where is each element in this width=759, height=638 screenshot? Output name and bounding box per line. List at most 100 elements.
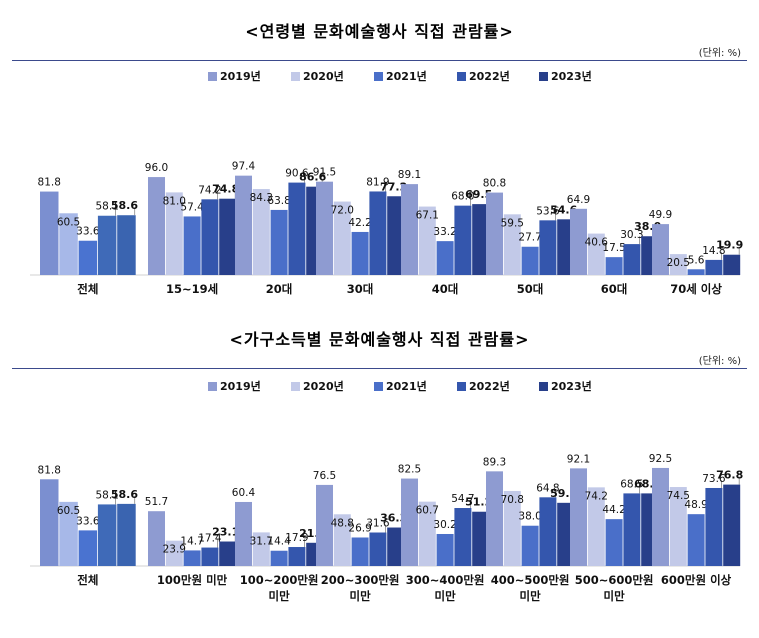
bar-2022년-3	[369, 532, 387, 566]
bar-2023년-3	[387, 527, 405, 566]
value-label-2019년-5: 89.3	[483, 456, 506, 468]
bar-2023년-3	[387, 196, 405, 275]
bar-2022년-7	[705, 487, 723, 566]
value-label-2020년-6: 40.6	[585, 237, 609, 249]
legend-label-2020년: 2020년	[303, 379, 344, 393]
bar-2021년-6	[605, 519, 623, 566]
value-label-2020년-7: 20.5	[667, 257, 690, 269]
value-label-2021년-7: 5.6	[688, 254, 705, 266]
value-label-2022년-2: 17.9	[285, 532, 308, 544]
bar-2022년-5	[539, 497, 557, 566]
value-label-2019년-1: 96.0	[145, 162, 168, 174]
category-label-6: 미만	[604, 589, 626, 603]
value-label-2022년-1: 17.4	[198, 533, 222, 545]
value-label-2022년-0: 58.1	[95, 201, 118, 213]
value-label-2020년-4: 67.1	[416, 210, 439, 222]
bar-2023년-7	[723, 484, 741, 566]
legend-label-2021년: 2021년	[386, 379, 427, 393]
bar-2022년-7	[705, 259, 723, 275]
legend-label-2022년: 2022년	[469, 379, 510, 393]
bar-2020년-6	[587, 487, 605, 566]
value-label-2020년-5: 70.8	[501, 494, 524, 506]
bar-2020년-1	[165, 540, 183, 566]
bar-2020년-7	[669, 487, 687, 566]
category-label-3: 30대	[347, 282, 374, 296]
value-label-2021년-7: 48.9	[684, 499, 707, 511]
bar-2019년-1	[148, 177, 165, 275]
bar-2022년-1	[201, 199, 219, 275]
value-label-2019년-4: 82.5	[398, 464, 421, 476]
value-label-2020년-2: 31.7	[250, 535, 273, 547]
value-label-2023년-4: 69.5	[465, 188, 492, 201]
category-label-6: 60대	[601, 282, 628, 296]
bar-2023년-1	[219, 541, 237, 566]
value-label-2022년-7: 73.6	[702, 473, 726, 485]
frame-line-age	[12, 60, 747, 61]
category-label-0: 전체	[77, 573, 98, 587]
bar-2022년-5	[539, 220, 557, 275]
bar-2020년-5	[503, 490, 521, 566]
bar-2021년-0	[78, 530, 98, 566]
value-label-2022년-4: 68.0	[451, 191, 474, 203]
bar-2020년-3	[333, 514, 351, 566]
bar-2019년-1	[148, 511, 165, 566]
value-label-2022년-7: 14.8	[702, 245, 725, 257]
value-label-2021년-6: 44.2	[602, 504, 625, 516]
bar-2023년-0	[117, 503, 136, 566]
bar-2023년-1	[219, 198, 237, 275]
chart-title-age: <연령별 문화예술행사 직접 관람률>	[245, 22, 514, 41]
value-label-2021년-3: 26.9	[348, 522, 371, 534]
value-label-2019년-3: 91.5	[313, 167, 336, 179]
value-label-2021년-6: 17.5	[602, 242, 625, 254]
bar-2021년-4	[436, 533, 454, 566]
legend-swatch-2023년	[539, 382, 548, 391]
value-label-2023년-0: 58.6	[111, 488, 138, 501]
legend-label-2021년: 2021년	[386, 69, 427, 83]
bar-2020년-5	[503, 214, 521, 275]
bar-2021년-0	[78, 240, 98, 275]
value-label-2022년-3: 31.6	[366, 518, 390, 530]
value-label-2023년-2: 86.6	[299, 171, 326, 184]
value-label-2019년-3: 76.5	[313, 470, 336, 482]
value-label-2023년-7: 19.9	[716, 239, 743, 252]
bar-2021년-5	[521, 525, 539, 566]
value-label-2023년-4: 51.2	[465, 496, 492, 509]
value-label-2022년-6: 68.5	[620, 478, 643, 490]
legend-label-2019년: 2019년	[220, 379, 261, 393]
legend-swatch-2020년	[291, 72, 300, 81]
value-label-2019년-0: 81.8	[38, 177, 61, 189]
value-label-2022년-3: 81.9	[366, 176, 389, 188]
bar-2019년-0	[40, 479, 59, 566]
value-label-2020년-3: 48.8	[331, 517, 354, 529]
value-label-2021년-1: 14.7	[180, 535, 203, 547]
bar-2022년-0	[97, 215, 117, 275]
value-label-2020년-5: 59.5	[501, 217, 524, 229]
income-bar-chart: 2019년 2020년 2021년 2022년 2023년 81.8 60.533.6 58.…	[30, 379, 743, 603]
value-label-2022년-0: 58.1	[95, 489, 118, 501]
bar-2020년-7	[669, 254, 687, 275]
value-label-2019년-7: 49.9	[649, 209, 672, 221]
category-label-4: 미만	[435, 589, 457, 603]
legend-swatch-2022년	[457, 382, 466, 391]
value-label-2020년-0: 60.5	[57, 216, 80, 228]
bar-2023년-5	[557, 219, 575, 275]
category-label-5: 미만	[520, 589, 542, 603]
value-label-2023년-3: 36.3	[380, 512, 407, 525]
value-label-2021년-2: 63.8	[267, 195, 290, 207]
bar-2020년-6	[587, 233, 605, 275]
bar-2022년-1	[201, 547, 219, 566]
bar-2019년-6	[570, 208, 587, 275]
bar-2021년-7	[687, 269, 705, 275]
bar-2021년-3	[351, 231, 369, 275]
category-label-7: 600만원 이상	[661, 573, 732, 587]
legend-swatch-2019년	[208, 382, 217, 391]
bar-2019년-0	[40, 191, 59, 275]
bar-2023년-7	[723, 254, 741, 275]
value-label-2021년-1: 57.4	[180, 201, 204, 213]
legend-label-2020년: 2020년	[303, 69, 344, 83]
value-label-2019년-4: 89.1	[398, 169, 421, 181]
value-label-2021년-2: 14.4	[267, 536, 291, 548]
value-label-2022년-1: 74.2	[198, 184, 221, 196]
bar-2021년-5	[521, 246, 539, 275]
age-bar-chart: 2019년 2020년 2021년 2022년 2023년 81.8 60.533.6 58.…	[30, 69, 743, 296]
